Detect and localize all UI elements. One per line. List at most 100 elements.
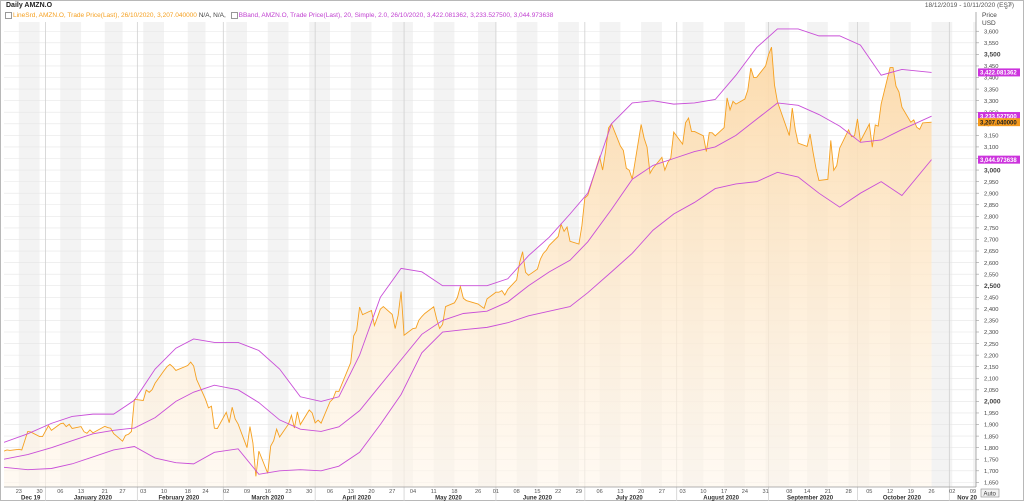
x-month-label: September 2020 [787,496,834,501]
x-day-tick-label: 13 [78,489,84,495]
y-tick-label: 1,700 [984,469,999,475]
chart-title: Daily AMZN.O [6,2,53,9]
y-tick-label: 2,900 [984,191,999,197]
y-tick-label: 3,150 [984,134,999,140]
y-tick-label: 3,600 [984,29,999,35]
y-tick-label: 2,950 [984,180,999,186]
week-stripe [226,22,247,487]
x-day-tick-label: 08 [514,489,520,495]
x-day-tick-label: 03 [140,489,146,495]
x-day-tick-label: 23 [285,489,291,495]
x-day-tick-label: 06 [57,489,63,495]
y-tick-label: 2,600 [984,261,999,267]
x-day-tick-label: 27 [389,489,395,495]
price-area-fill [4,47,932,487]
line-series-toggle-icon[interactable] [5,12,12,19]
x-day-tick-label: 22 [555,489,561,495]
legend-na: N/A, N/A, [198,12,226,20]
x-day-tick-label: 26 [475,489,481,495]
x-day-tick-label: 30 [306,489,312,495]
value-tag-label: 3,233.527500 [980,114,1017,120]
y-tick-label: 3,000 [984,167,1001,174]
bband-toggle-icon[interactable] [230,12,238,19]
y-tick-label: 1,800 [984,446,999,452]
expand-icon[interactable]: ⤢ [1005,2,1012,11]
band-value-tag [978,68,1020,77]
week-stripe [973,22,976,487]
y-tick-label: 3,450 [984,64,999,70]
week-stripe [104,22,123,487]
x-month-label: August 2020 [703,496,739,501]
band-value-tag [978,155,1020,164]
y-tick-label: 1,750 [984,457,999,463]
x-day-tick-label: 06 [597,489,603,495]
x-day-tick-label: 27 [119,489,125,495]
x-day-tick-label: 01 [493,489,499,495]
x-month-label: May 2020 [435,496,462,501]
x-day-tick-label: 13 [348,489,354,495]
week-stripe [267,22,289,487]
x-day-tick-label: 21 [102,489,108,495]
week-stripe [18,22,40,487]
x-day-tick-label: 24 [202,489,208,495]
x-day-tick-label: 09 [244,489,250,495]
x-day-tick-label: 29 [576,489,582,495]
x-month-label: January 2020 [74,496,113,501]
y-tick-label: 1,900 [984,423,999,429]
y-tick-label: 2,300 [984,330,999,336]
x-day-tick-label: 02 [949,489,955,495]
x-day-tick-label: 18 [185,489,191,495]
value-tag-label: 3,207.040000 [980,120,1017,126]
legend-bband-series: BBand, AMZN.O, Trade Price(Last), 20, Si… [238,12,554,20]
y-tick-label: 3,100 [984,145,999,151]
y-tick-label: 2,800 [984,215,999,221]
x-day-tick-label: 15 [534,489,540,495]
bollinger-band-line [4,28,932,443]
bollinger-band-line [4,159,932,475]
x-day-tick-label: 13 [617,489,623,495]
y-axis-title-line2: USD [982,20,996,27]
x-month-label: February 2020 [158,496,199,501]
x-day-tick-label: 19 [908,489,914,495]
x-month-label: July 2020 [616,496,644,501]
auto-scale-label: Auto [984,492,997,498]
y-tick-label: 2,400 [984,307,999,313]
y-axis-title-line1: Price [982,12,997,19]
title-bar: Daily AMZN.O 18/12/2019 - 10/11/2020 (ES… [4,2,1022,12]
x-day-tick-label: 27 [659,489,665,495]
value-tag-label: 3,422.081362 [980,71,1017,77]
x-day-tick-label: 05 [866,489,872,495]
x-day-tick-label: 21 [825,489,831,495]
bollinger-band-line [4,102,932,460]
y-tick-label: 2,450 [984,295,999,301]
y-tick-label: 2,100 [984,376,999,382]
y-tick-label: 2,550 [984,272,999,278]
x-axis: 23 30 06 13 21 27 03 10 18 24 02 09 16 23 30 06 13 20 27 04… [4,486,978,501]
x-day-tick-label: 16 [265,489,271,495]
x-day-tick-label: 08 [786,489,792,495]
x-day-tick-label: 18 [451,489,457,495]
y-tick-label: 2,850 [984,203,999,209]
legend-line-series: LineSrd, AMZN.O, Trade Price(Last), 26/1… [13,12,197,20]
price-line [4,47,932,477]
y-tick-label: 1,950 [984,411,999,417]
x-day-tick-label: 23 [16,489,22,495]
y-tick-label: 3,300 [984,99,999,105]
legend: LineSrd, AMZN.O, Trade Price(Last), 26/1… [5,12,553,22]
x-day-tick-label: 28 [845,489,851,495]
x-day-tick-label: 06 [327,489,333,495]
y-tick-label: 2,200 [984,353,999,359]
y-tick-label: 3,350 [984,87,999,93]
week-stripe [931,22,953,487]
week-stripe [60,22,82,487]
auto-scale-button[interactable] [980,488,1000,498]
x-day-tick-label: 14 [804,489,810,495]
y-tick-label: 3,400 [984,76,999,82]
x-day-tick-label: 11 [431,489,437,495]
band-value-tag [978,112,1020,121]
x-day-tick-label: 17 [721,489,727,495]
y-tick-label: 1,850 [984,434,999,440]
x-day-tick-label: 04 [410,489,416,495]
